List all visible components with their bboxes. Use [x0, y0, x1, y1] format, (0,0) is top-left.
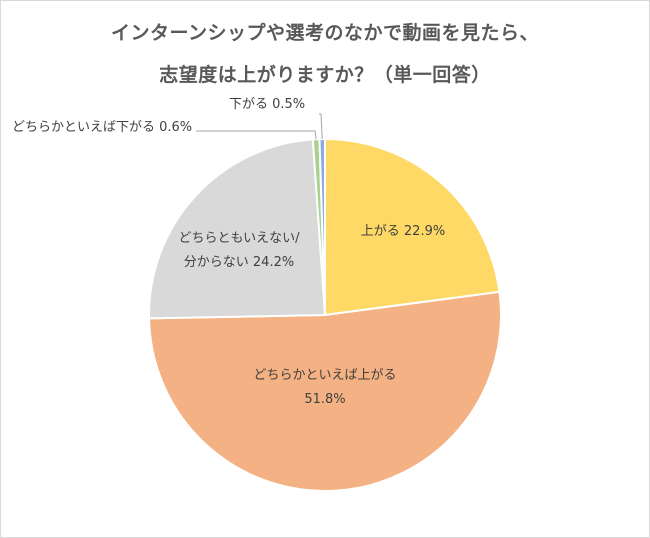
chart-title-line-1: インターンシップや選考のなかで動画を見たら、	[110, 22, 540, 44]
pie-slice-up	[324, 137, 501, 317]
pie-slice-down	[318, 137, 326, 316]
pie-slices	[148, 137, 502, 492]
slice-label-down: 下がる 0.5%	[229, 97, 305, 112]
pie-slice-somewhat-up	[148, 290, 502, 492]
pie-slice-neutral	[148, 138, 327, 320]
slice-labels: 上がる 22.9% どちらかといえば上がる 51.8% どちらともいえない/ 分…	[12, 97, 445, 407]
slice-label-neutral-line-2: 分からない 24.2%	[184, 255, 294, 270]
leader-line-down	[319, 113, 323, 140]
chart-title-line-2: 志望度は上がりますか？（単一回答）	[159, 64, 491, 86]
slice-label-somewhat-down: どちらかといえば下がる 0.6%	[12, 120, 192, 135]
leader-line-somewhat-down	[196, 130, 317, 140]
slice-label-up: 上がる 22.9%	[361, 224, 445, 239]
slice-label-neutral-line-1: どちらともいえない/	[178, 231, 300, 246]
slice-label-somewhat-up-line-2: 51.8%	[304, 392, 345, 407]
leader-lines	[196, 113, 323, 140]
slice-label-somewhat-up-line-1: どちらかといえば上がる	[253, 368, 396, 383]
